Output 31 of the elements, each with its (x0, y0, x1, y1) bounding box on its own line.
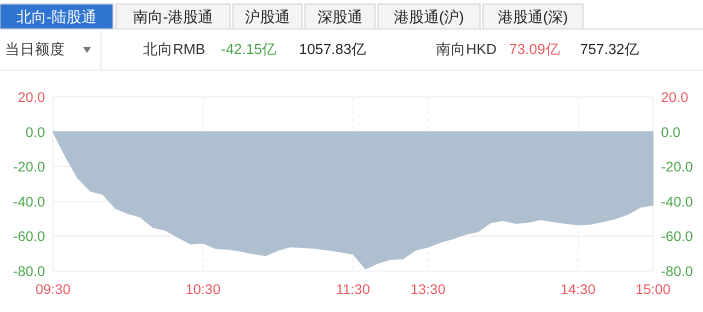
y2-tick-label: -80.0 (661, 263, 694, 279)
y-tick-label: 20.0 (18, 89, 46, 105)
x-tick-label: 14:30 (560, 281, 596, 297)
x-tick-label: 15:00 (635, 281, 671, 297)
x-tick-label: 11:30 (336, 281, 370, 297)
y-tick-label: -80.0 (13, 263, 46, 279)
y-tick-label: -20.0 (13, 158, 46, 175)
y-tick-label: -60.0 (13, 228, 46, 244)
text: 1057.83亿 (299, 42, 366, 58)
text: 73.09亿 (509, 42, 560, 58)
y2-tick-label: -60.0 (661, 228, 694, 244)
text: 深股通 (318, 9, 362, 26)
text: 北向RMB (143, 41, 206, 58)
x-tick-label: 09:30 (35, 281, 71, 297)
y2-tick-label: -20.0 (661, 158, 694, 175)
text: 北向-陆股通 (16, 9, 96, 26)
text: 当日额度 (5, 41, 65, 58)
y2-tick-label: 0.0 (661, 124, 681, 140)
x-tick-label: 10:30 (185, 281, 221, 297)
text: 港股通(深) (498, 9, 568, 26)
y2-tick-label: 20.0 (661, 89, 688, 105)
y2-tick-label: -40.0 (661, 193, 694, 210)
text: 757.32亿 (580, 42, 640, 58)
y-tick-label: -40.0 (13, 193, 46, 210)
text: 港股通(沪) (394, 9, 464, 26)
text: -42.15亿 (221, 42, 278, 58)
text: 沪股通 (245, 9, 290, 26)
text: 南向-港股通 (133, 9, 213, 26)
text: 南向HKD (436, 41, 497, 58)
y-tick-label: 0.0 (26, 124, 46, 140)
x-tick-label: 13:30 (410, 281, 446, 297)
